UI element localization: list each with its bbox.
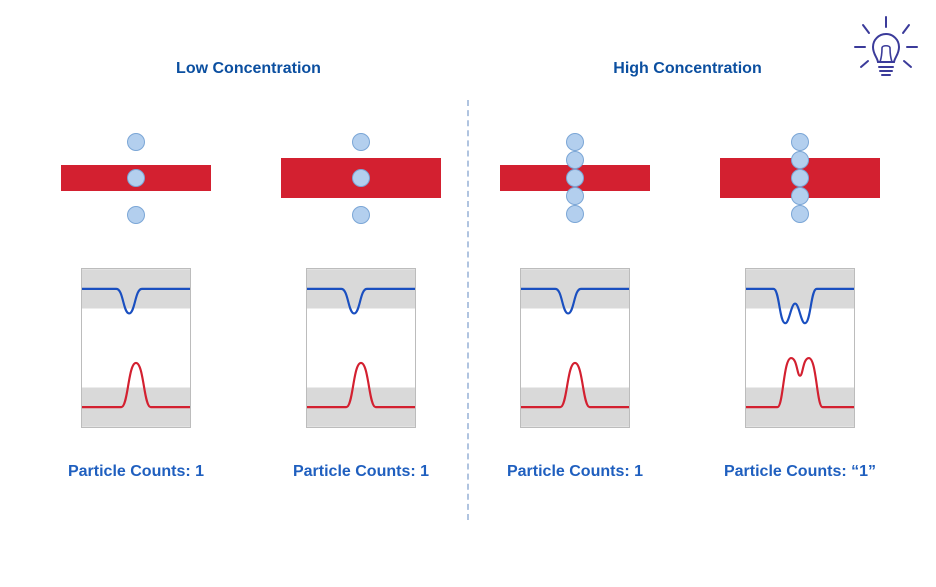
- particle-icon: [352, 206, 370, 224]
- panel-caption: Particle Counts: “1”: [724, 463, 876, 481]
- signal-top: [82, 269, 190, 348]
- particle-icon: [791, 151, 809, 169]
- signal-top: [307, 269, 415, 348]
- left-panels: Particle Counts: 1 Particle Counts: 1: [41, 108, 456, 481]
- particle-icon: [791, 133, 809, 151]
- particle-icon: [566, 133, 584, 151]
- signal-box: [745, 268, 855, 428]
- beam-area: [266, 108, 456, 248]
- panel-caption: Particle Counts: 1: [293, 463, 429, 481]
- right-panels: Particle Counts: 1 Particle Counts: “1”: [480, 108, 895, 481]
- diagram-root: Low Concentration Particle Counts: 1: [0, 0, 936, 587]
- particle-icon: [791, 169, 809, 187]
- right-section: High Concentration Particle Counts: 1: [469, 60, 906, 557]
- particle-icon: [566, 151, 584, 169]
- signal-bottom: [746, 348, 854, 427]
- particle-icon: [566, 169, 584, 187]
- particle-icon: [352, 169, 370, 187]
- signal-box: [81, 268, 191, 428]
- particle-icon: [566, 205, 584, 223]
- panel-right-0: Particle Counts: 1: [480, 108, 670, 481]
- beam-area: [705, 108, 895, 248]
- panel-caption: Particle Counts: 1: [507, 463, 643, 481]
- particle-icon: [127, 133, 145, 151]
- signal-box: [520, 268, 630, 428]
- signal-box: [306, 268, 416, 428]
- particle-icon: [127, 169, 145, 187]
- particle-icon: [127, 206, 145, 224]
- particle-icon: [566, 187, 584, 205]
- signal-bottom: [82, 348, 190, 427]
- panel-left-0: Particle Counts: 1: [41, 108, 231, 481]
- signal-bottom: [307, 348, 415, 427]
- signal-bottom: [521, 348, 629, 427]
- beam-area: [480, 108, 670, 248]
- beam-area: [41, 108, 231, 248]
- particle-icon: [352, 133, 370, 151]
- panel-caption: Particle Counts: 1: [68, 463, 204, 481]
- particle-icon: [791, 187, 809, 205]
- left-section: Low Concentration Particle Counts: 1: [30, 60, 467, 557]
- particle-icon: [791, 205, 809, 223]
- panel-left-1: Particle Counts: 1: [266, 108, 456, 481]
- panel-right-1: Particle Counts: “1”: [705, 108, 895, 481]
- signal-top: [746, 269, 854, 348]
- left-title: Low Concentration: [176, 60, 321, 78]
- signal-top: [521, 269, 629, 348]
- right-title: High Concentration: [613, 60, 761, 78]
- lightbulb-icon: [851, 15, 921, 85]
